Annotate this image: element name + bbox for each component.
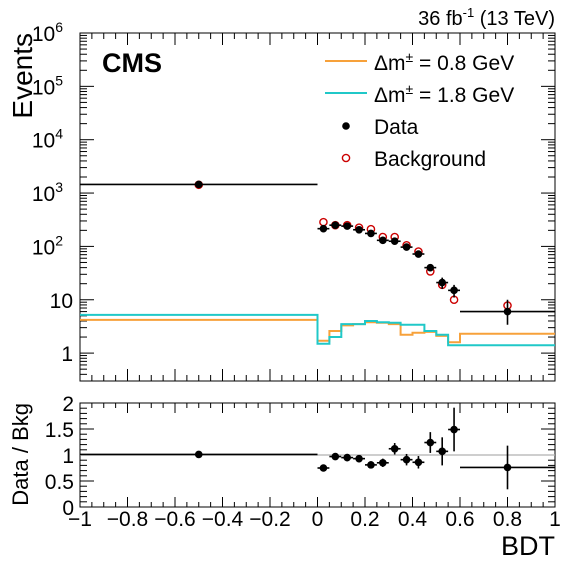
x-tick-label: 0.2: [350, 508, 379, 531]
ratio-point: [503, 463, 512, 472]
ratio-point: [390, 444, 399, 453]
legend-bkg-swatch: [341, 153, 351, 163]
ratio-point: [450, 425, 458, 434]
x-tick-label: −0.8: [107, 508, 148, 531]
ratio-point: [379, 459, 387, 467]
ratio-x-tick-labels: −1 −0.8 −0.6 −0.4 −0.2 0 0.2 0.4 0.6 0.8 1: [68, 508, 561, 531]
data-point: [402, 243, 411, 251]
x-tick-label: 0.8: [493, 508, 522, 531]
experiment-label: CMS: [102, 48, 162, 78]
ratio-markers: [80, 407, 555, 490]
ratio-point: [414, 458, 423, 467]
main-y-tick-label: 106: [32, 19, 63, 46]
main-y-tick-label: 105: [32, 72, 63, 99]
data-point: [414, 250, 423, 258]
legend-sig1-label: Δm± = 0.8 GeV: [374, 49, 514, 75]
ratio-y-tick-label: 2: [62, 393, 74, 416]
ratio-y-tick-labels: 0 0.5 1 1.5 2: [45, 393, 74, 520]
signal-histograms: [80, 313, 555, 347]
main-y-tick-labels: 1 10 102 103 104 105 106: [32, 19, 73, 366]
data-markers: [80, 180, 555, 325]
ratio-y-tick-label: 0.5: [45, 471, 74, 494]
data-point: [503, 307, 512, 316]
ratio-y-axis-title: Data / Bkg: [8, 403, 33, 506]
data-point: [390, 237, 399, 246]
data-point: [343, 222, 351, 230]
main-y-tick-label: 102: [32, 232, 63, 259]
data-point: [450, 286, 458, 295]
x-tick-label: −0.2: [249, 508, 290, 531]
legend-data-label: Data: [374, 116, 419, 139]
main-y-tick-label: 10: [50, 290, 73, 313]
ratio-y-tick-label: 1: [62, 445, 74, 468]
legend: Δm± = 0.8 GeV Δm± = 1.8 GeV Data Background: [325, 49, 514, 171]
x-tick-label: 0: [312, 508, 324, 531]
x-tick-label: 0.6: [445, 508, 474, 531]
data-point: [331, 221, 340, 229]
x-tick-label: 1: [549, 508, 561, 531]
background-markers: [194, 180, 512, 310]
data-point: [319, 224, 328, 233]
main-y-tick-label: 1: [61, 343, 73, 366]
data-point: [367, 229, 375, 238]
main-y-tick-label: 103: [32, 179, 63, 206]
ratio-point: [343, 453, 351, 462]
ratio-y-tick-label: 0: [62, 497, 74, 520]
ratio-point: [194, 450, 203, 459]
ratio-point: [367, 461, 375, 469]
data-point: [355, 225, 363, 234]
x-tick-label: −1: [68, 508, 92, 531]
data-point: [379, 236, 387, 245]
ratio-point: [319, 464, 328, 472]
main-y-axis-title: Events: [7, 33, 38, 119]
ratio-point: [438, 447, 446, 456]
x-tick-label: −0.6: [154, 508, 195, 531]
ratio-point: [402, 455, 411, 464]
x-axis-title: BDT: [501, 531, 555, 561]
data-point: [194, 180, 203, 189]
legend-bkg-label: Background: [374, 148, 486, 171]
x-tick-label: 0.4: [398, 508, 428, 531]
lumi-label: 36 fb-1 (13 TeV): [418, 5, 555, 30]
legend-data-swatch: [342, 122, 350, 130]
data-point: [426, 263, 435, 272]
background-point: [319, 217, 328, 227]
ratio-point: [355, 454, 363, 463]
main-axis-ticks: [79, 32, 556, 382]
legend-sig2-label: Δm± = 1.8 GeV: [374, 81, 514, 107]
main-y-tick-label: 104: [32, 126, 63, 153]
sig2-histogram-line: [80, 313, 555, 347]
ratio-y-tick-label: 1.5: [45, 419, 74, 442]
data-point: [438, 278, 446, 287]
x-tick-label: −0.4: [202, 508, 244, 531]
ratio-point: [426, 438, 435, 447]
ratio-point: [331, 452, 340, 461]
